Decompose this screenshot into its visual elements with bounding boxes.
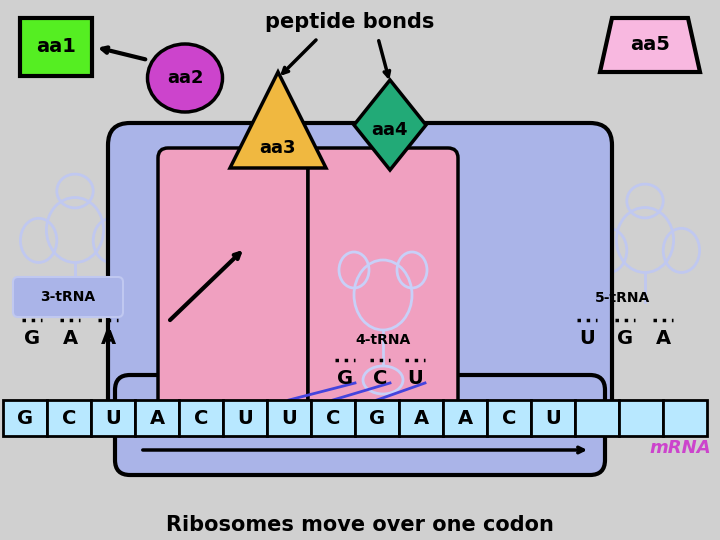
Text: U: U [545,408,561,428]
Polygon shape [600,18,700,72]
Text: A: A [457,408,472,428]
Text: C: C [62,408,76,428]
Bar [443,400,487,436]
Bar [575,400,619,436]
Bar [267,400,311,436]
FancyBboxPatch shape [13,277,123,317]
Text: 5-tRNA: 5-tRNA [595,291,649,305]
Text: mRNA: mRNA [649,439,711,457]
Bar [619,400,663,436]
Text: C: C [373,368,387,388]
FancyBboxPatch shape [115,375,605,475]
Text: C: C [502,408,516,428]
Text: G: G [617,328,633,348]
Polygon shape [230,72,326,168]
FancyBboxPatch shape [20,18,92,76]
Text: A: A [100,328,116,348]
Text: A: A [150,408,165,428]
Bar [91,400,135,436]
Bar [311,400,355,436]
Text: U: U [407,368,423,388]
Text: U: U [579,328,595,348]
Text: peptide bonds: peptide bonds [265,12,435,32]
Text: A: A [63,328,78,348]
Text: 3-tRNA: 3-tRNA [40,290,96,304]
FancyBboxPatch shape [308,148,458,413]
Text: G: G [337,368,353,388]
Text: C: C [326,408,340,428]
Bar [531,400,575,436]
FancyBboxPatch shape [158,148,308,413]
Text: aa4: aa4 [372,121,408,139]
Text: A: A [413,408,428,428]
Text: U: U [237,408,253,428]
Bar [3,400,47,436]
Bar [135,400,179,436]
Text: C: C [194,408,208,428]
Bar [223,400,267,436]
Text: G: G [369,408,385,428]
Text: aa1: aa1 [36,37,76,57]
Text: G: G [17,408,33,428]
Text: aa3: aa3 [260,139,296,157]
Bar [663,400,707,436]
Bar [487,400,531,436]
Bar [399,400,443,436]
Bar [47,400,91,436]
Text: aa5: aa5 [630,36,670,55]
Bar [179,400,223,436]
Ellipse shape [148,44,222,112]
Text: U: U [105,408,121,428]
Polygon shape [354,80,426,170]
Text: A: A [655,328,670,348]
FancyBboxPatch shape [108,123,612,432]
Text: 4-tRNA: 4-tRNA [356,333,410,347]
Text: G: G [24,328,40,348]
Bar [355,400,399,436]
Text: U: U [281,408,297,428]
Text: aa2: aa2 [167,69,203,87]
Text: Ribosomes move over one codon: Ribosomes move over one codon [166,515,554,535]
